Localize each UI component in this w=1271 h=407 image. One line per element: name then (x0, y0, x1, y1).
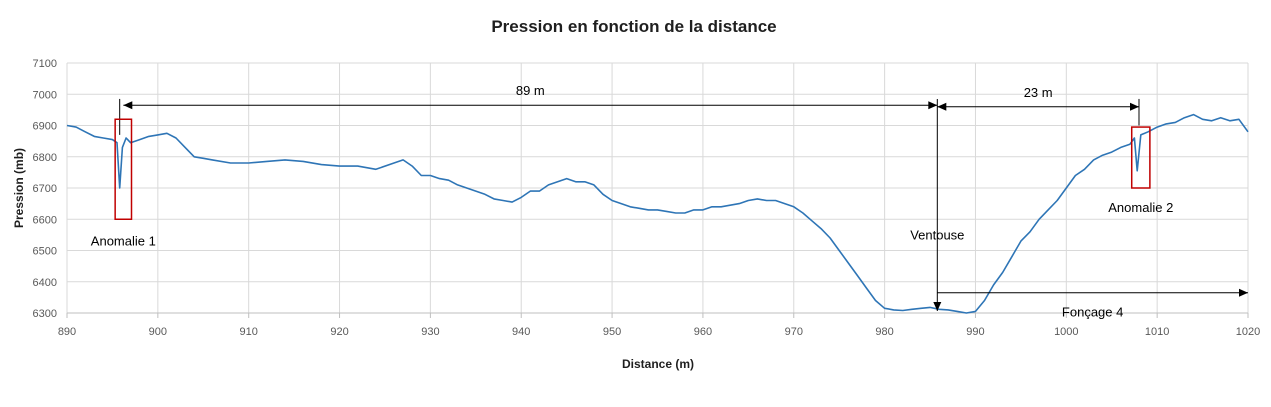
x-tick-label: 950 (603, 326, 621, 338)
y-tick-label: 6900 (33, 121, 57, 133)
grid (66, 62, 1249, 314)
y-tick-label: 6300 (33, 308, 57, 320)
arrowhead-left (123, 101, 133, 110)
y-tick-label: 6700 (33, 183, 57, 195)
x-tick-label: 920 (330, 326, 348, 338)
x-tick-label: 970 (785, 326, 803, 338)
x-tick-label: 900 (149, 326, 167, 338)
y-tick-label: 7000 (33, 89, 57, 101)
ticks: 6300 6400 6500 6600 6700 6800 6900 7000 7100 890 9… (33, 58, 1261, 338)
anomaly-box (114, 118, 133, 220)
x-tick-label: 910 (240, 326, 258, 338)
y-axis-label: Pression (mb) (12, 148, 26, 228)
y-tick-label: 6600 (33, 214, 57, 226)
arrowhead-right (928, 101, 938, 110)
anomaly-box (1130, 126, 1151, 189)
y-tick-label: 7100 (33, 58, 57, 70)
annotations: 89 m 23 m Ventouse Fonçage 4 Anomalie 1 Anoma… (91, 83, 1248, 320)
annotation-label: Ventouse (910, 228, 964, 243)
x-tick-label: 980 (875, 326, 893, 338)
x-tick-label: 890 (58, 326, 76, 338)
annotation-label: 89 m (516, 83, 545, 98)
x-tick-label: 940 (512, 326, 530, 338)
y-tick-label: 6800 (33, 152, 57, 164)
chart-title: Pression en fonction de la distance (491, 17, 776, 36)
x-tick-label: 1010 (1145, 326, 1169, 338)
x-tick-label: 1020 (1236, 326, 1260, 338)
x-tick-label: 960 (694, 326, 712, 338)
x-tick-label: 990 (966, 326, 984, 338)
y-tick-label: 6500 (33, 246, 57, 258)
annotation-label: Anomalie 1 (91, 233, 156, 248)
arrowhead-right (1239, 288, 1248, 297)
arrowhead-right (1129, 102, 1139, 111)
x-axis-label: Distance (m) (622, 357, 694, 371)
x-tick-label: 930 (421, 326, 439, 338)
arrowhead-down (933, 302, 942, 311)
annotation-label: Fonçage 4 (1062, 305, 1123, 320)
y-tick-label: 6400 (33, 277, 57, 289)
arrowhead-left (937, 102, 947, 111)
annotation-label: 23 m (1024, 85, 1053, 100)
annotation-label: Anomalie 2 (1108, 200, 1173, 215)
x-tick-label: 1000 (1054, 326, 1078, 338)
pressure-series-line (66, 113, 1249, 314)
